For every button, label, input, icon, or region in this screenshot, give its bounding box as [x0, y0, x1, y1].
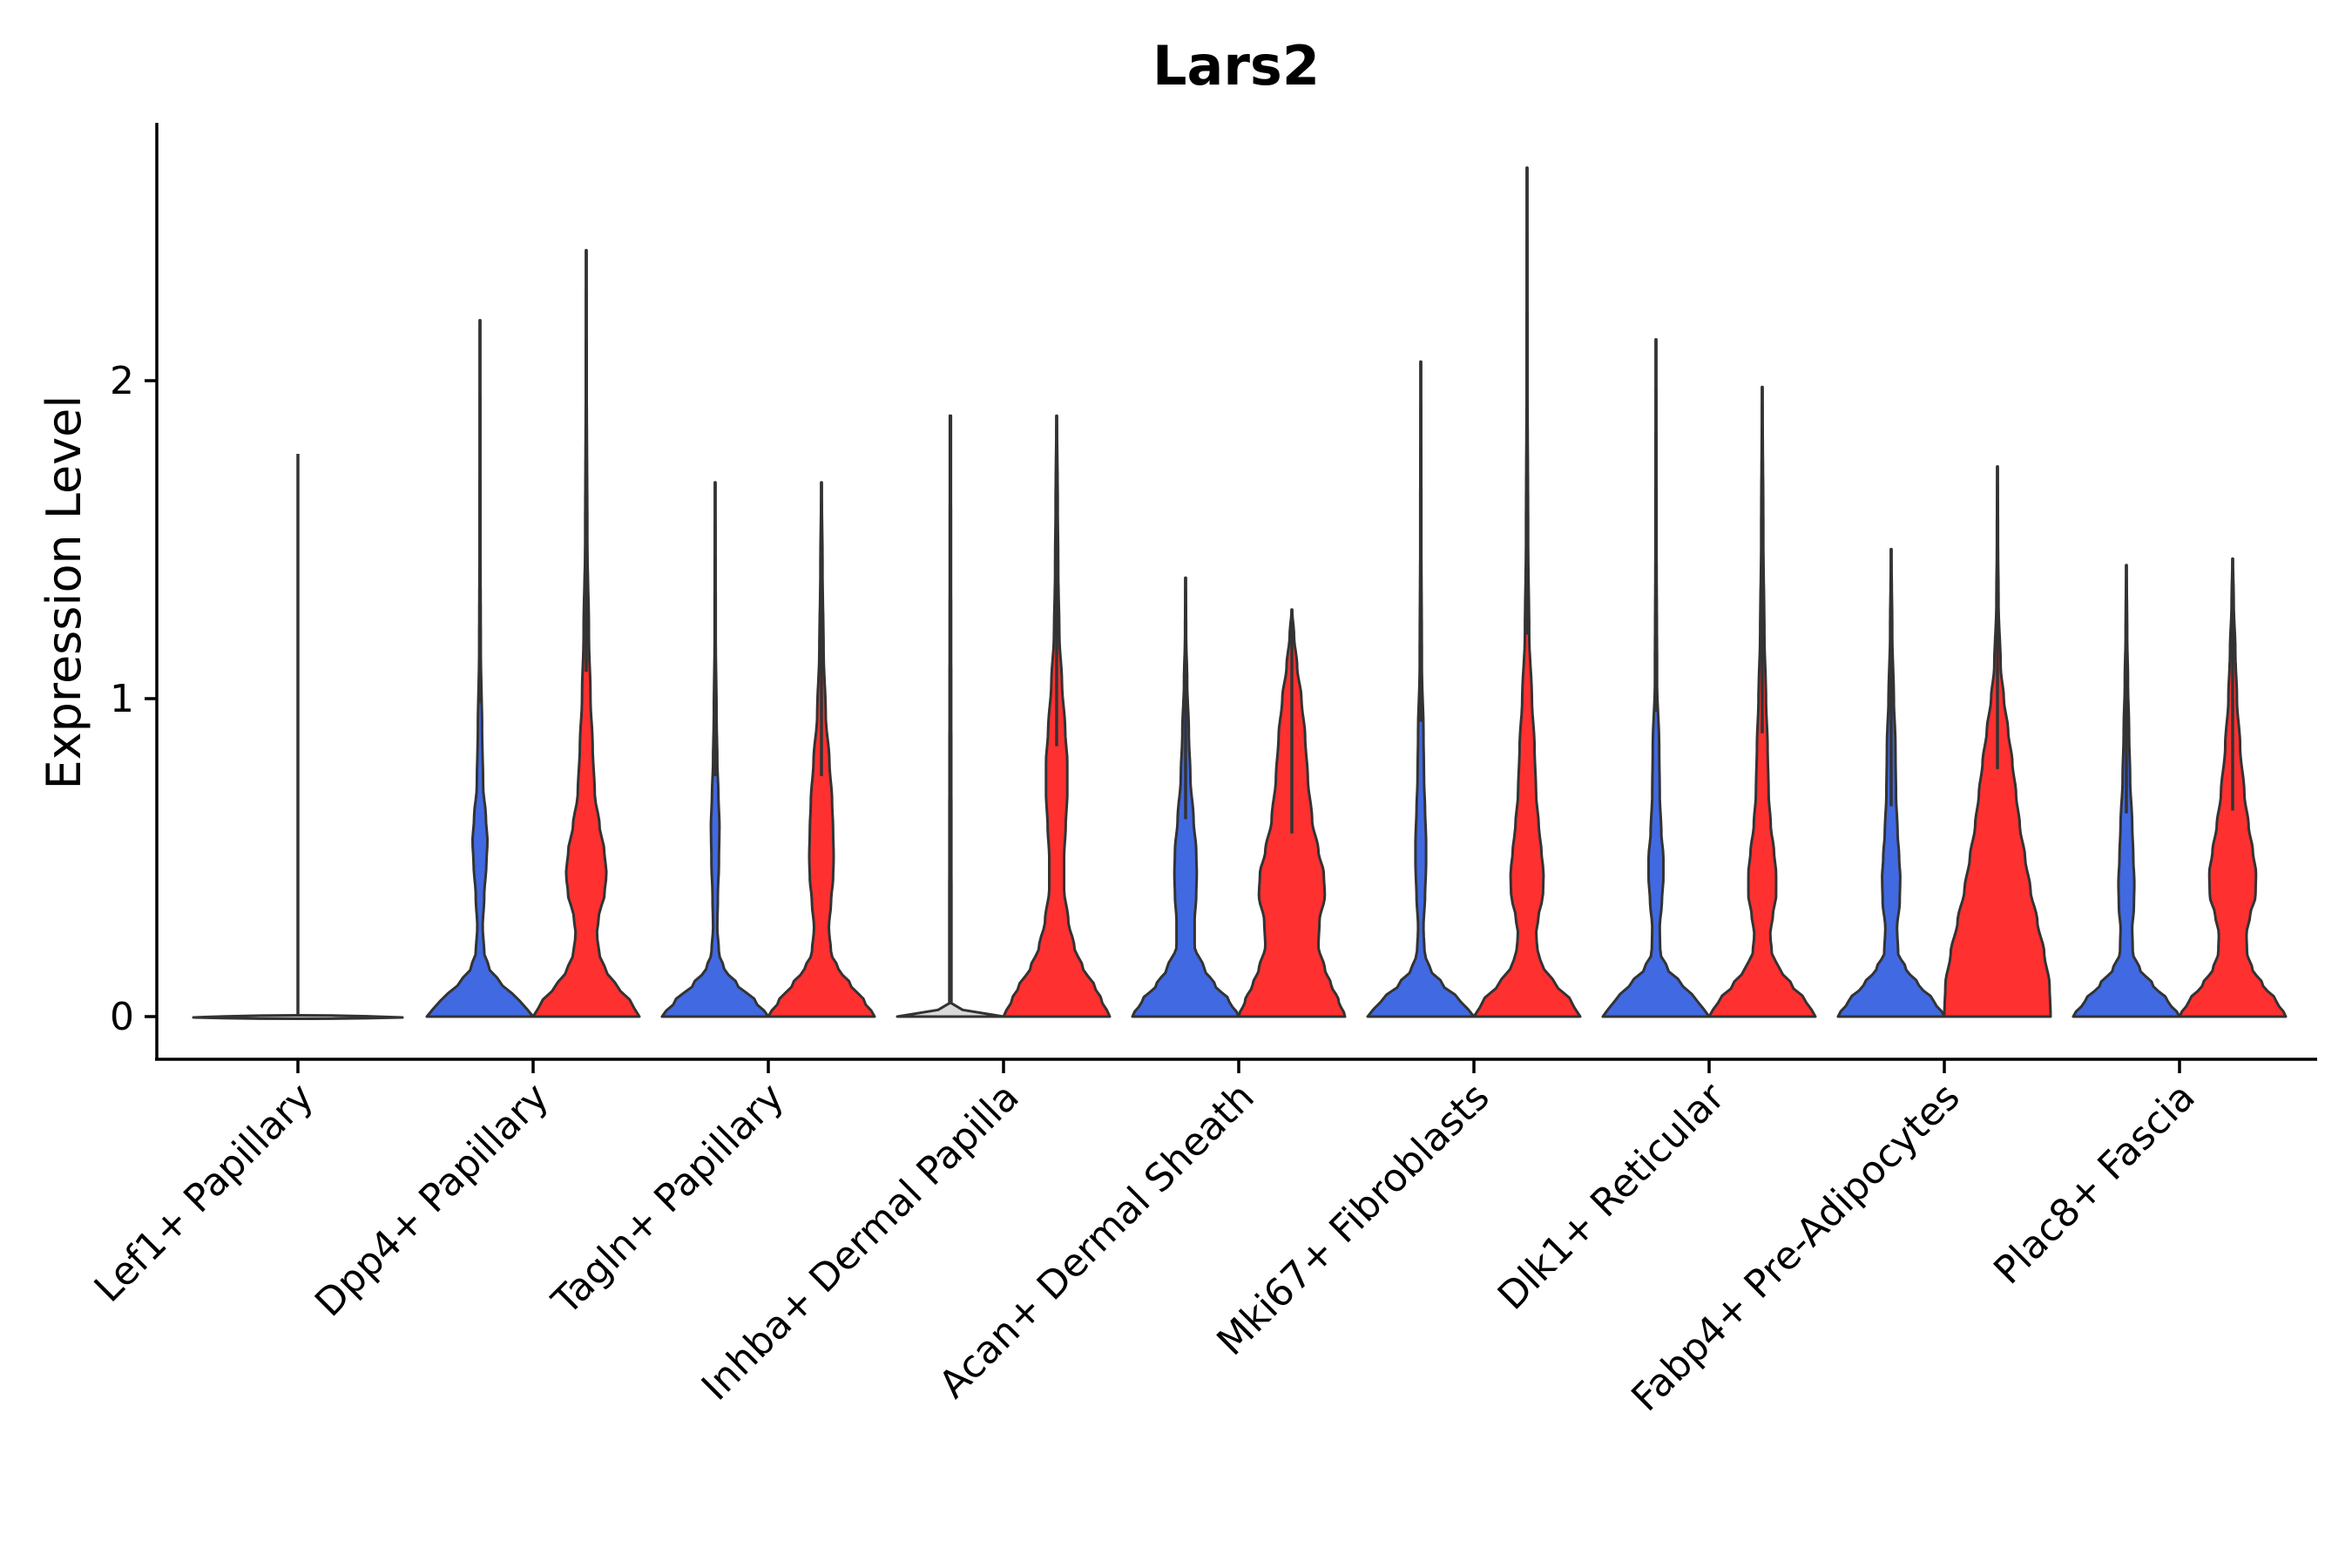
y-axis-label: Expression Level	[37, 395, 91, 790]
x-tick-label: Dlk1+ Reticular	[1490, 1074, 1734, 1319]
violin-group-a-1	[192, 453, 404, 1020]
violin-group-a-3	[660, 481, 770, 1018]
axes	[155, 123, 2317, 1061]
violin-group-a-8	[1836, 547, 1946, 1018]
x-tick-label: Tagln+ Papillary	[544, 1075, 793, 1324]
violins-layer	[192, 166, 2288, 1020]
violin-group-b-4	[1002, 414, 1112, 1018]
y-tick-label: 0	[110, 995, 134, 1039]
violin-group-b-2	[531, 248, 641, 1018]
violin-group-a-9	[2072, 564, 2181, 1018]
violin-group-b-7	[1707, 385, 1817, 1018]
violin-group-b-3	[767, 481, 876, 1018]
violin-group-b-8	[1943, 465, 2052, 1018]
y-tick-label: 2	[110, 359, 134, 403]
violin-group-b-6	[1472, 166, 1582, 1018]
violin-group-a-5	[1131, 576, 1240, 1018]
violin-group-b-9	[2178, 557, 2288, 1018]
x-tick-label: Mki67+ Fibroblasts	[1208, 1075, 1497, 1364]
violin-body	[192, 1014, 404, 1020]
x-tick-label: Plac8+ Fascia	[1985, 1075, 2204, 1294]
y-ticks: 0 1 2	[110, 359, 157, 1039]
violin-group-a-2	[425, 319, 535, 1018]
violin-group-a-6	[1366, 360, 1476, 1018]
chart-title: Lars2	[1152, 34, 1320, 98]
y-tick-label: 1	[110, 677, 134, 721]
violin-group-b-5	[1237, 608, 1347, 1018]
x-tick-label: Dpp4+ Papillary	[307, 1075, 558, 1326]
violin-group-a-7	[1601, 338, 1711, 1018]
violin-group-a-4	[896, 414, 1005, 1018]
x-tick-label: Lef1+ Papillary	[86, 1075, 322, 1311]
